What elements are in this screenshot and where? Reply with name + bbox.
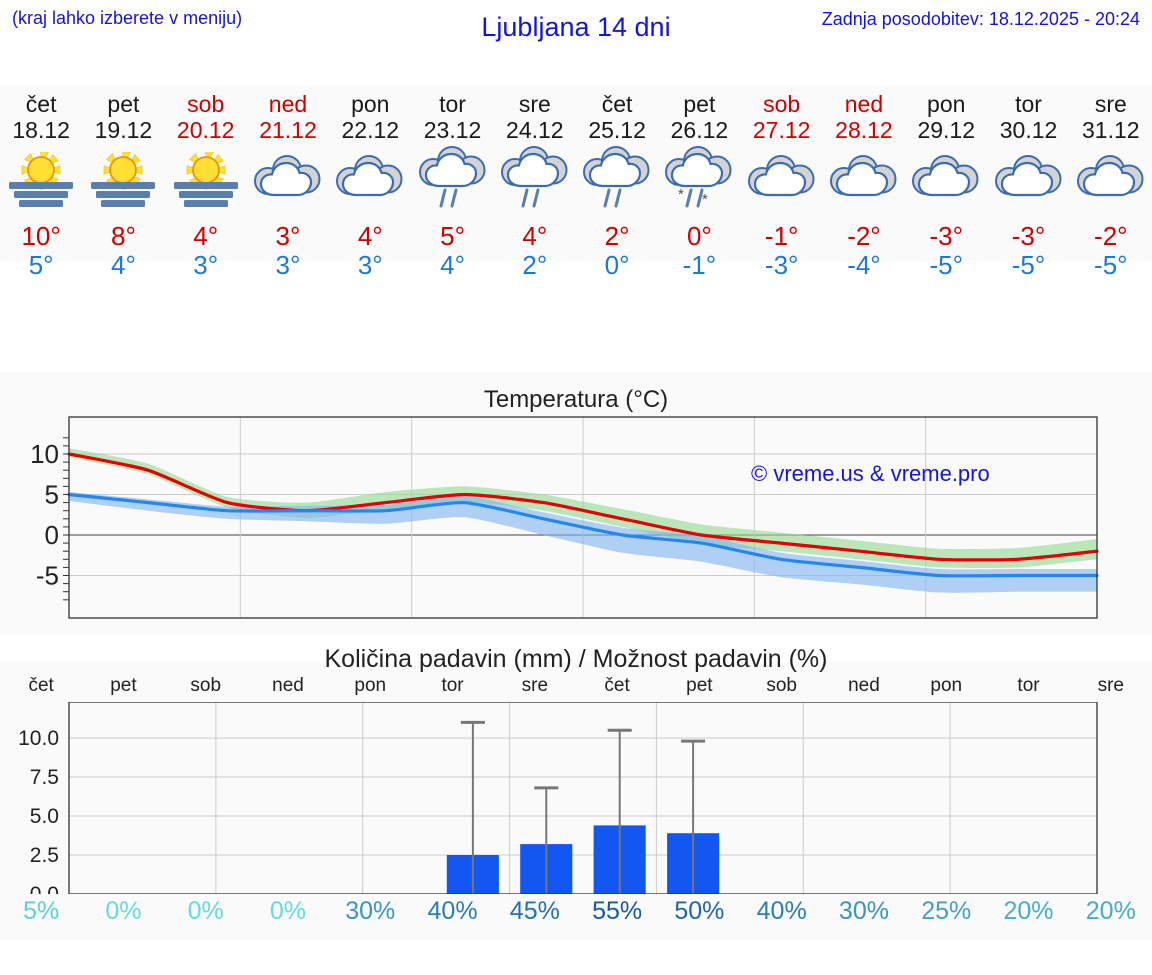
svg-text:0.0: 0.0 [30, 883, 59, 894]
svg-text:*: * [702, 191, 708, 208]
svg-text:10.0: 10.0 [18, 727, 59, 750]
svg-text:*: * [678, 186, 684, 203]
svg-text:7.5: 7.5 [30, 766, 59, 789]
svg-text:10: 10 [30, 439, 59, 469]
svg-text:© vreme.us & vreme.pro: © vreme.us & vreme.pro [751, 461, 990, 486]
svg-text:-5: -5 [36, 561, 59, 591]
svg-text:5: 5 [45, 480, 59, 510]
svg-text:0: 0 [45, 520, 59, 550]
svg-text:2.5: 2.5 [30, 844, 59, 867]
svg-text:5.0: 5.0 [30, 805, 59, 828]
